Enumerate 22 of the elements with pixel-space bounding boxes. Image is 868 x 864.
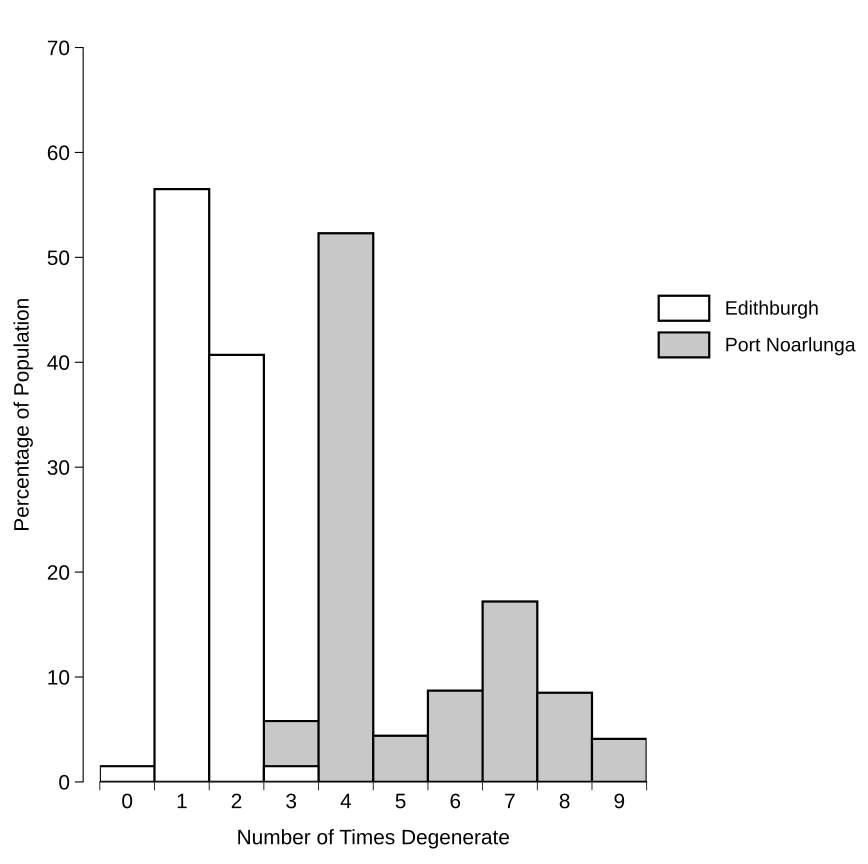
y-tick-label: 20 (48, 565, 70, 580)
y-tick-label: 10 (48, 670, 70, 685)
legend-label: Edithburgh (726, 300, 818, 319)
y-tick-label: 30 (48, 460, 70, 475)
y-tick-label: 60 (48, 145, 70, 160)
x-tick-label: 0 (122, 794, 132, 808)
y-tick-label: 40 (47, 355, 70, 370)
x-tick-label: 6 (450, 794, 460, 808)
x-tick-label: 2 (232, 794, 242, 808)
y-tick-label: 0 (59, 774, 70, 790)
y-axis-title: Percentage of Population (13, 299, 33, 530)
x-tick-label: 3 (286, 794, 296, 808)
x-tick-label: 9 (614, 794, 624, 808)
x-tick-label: 4 (340, 794, 352, 808)
x-axis-title: Number of Times Degenerate (238, 829, 509, 849)
x-tick-label: 5 (396, 794, 406, 808)
legend-label: Port Noarlunga (726, 337, 856, 356)
y-tick-label: 70 (48, 40, 70, 56)
x-tick-label: 1 (178, 794, 187, 808)
x-tick-label: 7 (505, 794, 515, 808)
x-tick-label: 8 (560, 794, 570, 808)
y-tick-label: 50 (48, 250, 70, 266)
